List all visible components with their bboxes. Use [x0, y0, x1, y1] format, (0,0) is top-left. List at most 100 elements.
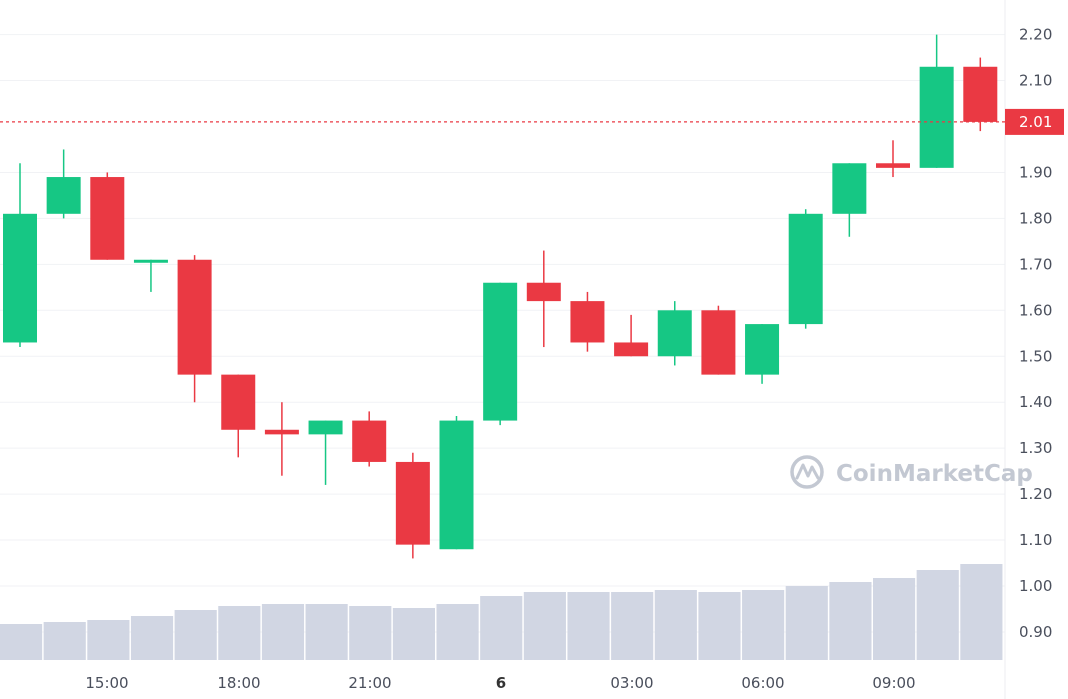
candle-body	[876, 163, 910, 168]
current-price-label: 2.01	[1019, 113, 1052, 131]
candle-body	[614, 342, 649, 357]
candle-body	[570, 301, 605, 343]
x-tick-label: 21:00	[348, 674, 391, 692]
candle-down[interactable]	[90, 172, 125, 260]
current-price-line: 2.01	[0, 108, 1064, 135]
volume-bar	[349, 606, 392, 660]
x-tick-label: 03:00	[610, 674, 653, 692]
x-tick-label: 18:00	[217, 674, 260, 692]
current-price-tag	[1005, 108, 1064, 135]
candle-up[interactable]	[483, 282, 518, 426]
volume-bar	[960, 564, 1003, 660]
y-axis: 0.90 1.00 1.10 1.20 1.30 1.40 1.50 1.60 1.70 1.80…	[1019, 26, 1052, 641]
volume-bar	[698, 592, 741, 660]
candle-body	[832, 163, 867, 214]
candle-up[interactable]	[133, 259, 168, 292]
candle-down[interactable]	[876, 140, 910, 178]
candle-up[interactable]	[919, 34, 954, 168]
candle-down[interactable]	[352, 411, 387, 467]
candle-body	[963, 66, 998, 122]
volume-bar	[261, 604, 305, 660]
volume-bar	[130, 616, 174, 660]
y-tick-label: 1.90	[1019, 163, 1052, 181]
x-tick-label: 15:00	[85, 674, 128, 692]
watermark: CoinMarketCap	[790, 455, 1033, 489]
y-tick-label: 0.90	[1019, 623, 1052, 641]
volume-bar	[87, 620, 130, 660]
candle-up[interactable]	[657, 301, 692, 366]
y-tick-label: 2.20	[1019, 26, 1052, 44]
candle-down[interactable]	[963, 57, 998, 132]
candle-up[interactable]	[832, 163, 867, 237]
volume-bar	[785, 586, 828, 660]
y-tick-label: 1.70	[1019, 255, 1052, 273]
volume-bar	[873, 578, 916, 660]
volume-bar	[523, 592, 566, 660]
candle-down[interactable]	[395, 452, 430, 559]
candle-down[interactable]	[701, 305, 736, 375]
volume-bar	[436, 604, 479, 660]
candle-down[interactable]	[177, 255, 212, 403]
candle-body	[526, 282, 561, 302]
candle-body	[439, 420, 474, 550]
candle-body	[3, 213, 37, 343]
candle-up[interactable]	[308, 420, 343, 485]
y-tick-label: 1.30	[1019, 439, 1052, 457]
candle-body	[177, 259, 212, 375]
candle-body	[90, 177, 125, 260]
candle-down[interactable]	[526, 250, 561, 348]
candle-up[interactable]	[46, 149, 81, 219]
volume-bar	[829, 582, 872, 660]
y-tick-label: 1.00	[1019, 577, 1052, 595]
candle-up[interactable]	[745, 324, 780, 384]
candle-down[interactable]	[221, 374, 256, 458]
volume-bar	[654, 590, 697, 660]
volume-bar	[916, 570, 959, 660]
candle-body	[788, 213, 823, 325]
candle-body	[919, 66, 954, 168]
candle-up[interactable]	[3, 163, 37, 348]
y-tick-label: 1.20	[1019, 485, 1052, 503]
volume-bars	[0, 564, 1003, 660]
candle-body	[46, 177, 81, 214]
candle-body	[483, 282, 518, 421]
y-tick-label: 2.10	[1019, 72, 1052, 90]
candle-up[interactable]	[788, 209, 823, 329]
y-tick-label: 1.10	[1019, 531, 1052, 549]
y-tick-label: 1.40	[1019, 393, 1052, 411]
y-tick-label: 1.60	[1019, 301, 1052, 319]
candle-body	[395, 461, 430, 545]
x-axis: 15:00 18:00 21:00 6 03:00 06:00 09:00	[85, 674, 915, 692]
candle-body	[657, 310, 692, 357]
candle-up[interactable]	[439, 415, 474, 550]
y-tick-label: 1.80	[1019, 209, 1052, 227]
candle-body	[701, 310, 736, 375]
volume-bar	[392, 608, 435, 660]
candle-down[interactable]	[264, 402, 299, 476]
candle-body	[745, 324, 780, 375]
candle-down[interactable]	[570, 291, 605, 352]
candle-down[interactable]	[614, 314, 649, 357]
volume-bar	[0, 624, 43, 660]
volume-bar	[611, 592, 654, 660]
candle-body	[308, 420, 343, 435]
volume-bar	[218, 606, 261, 660]
y-tick-label: 1.50	[1019, 347, 1052, 365]
candle-body	[352, 420, 387, 462]
candle-body	[133, 259, 168, 263]
watermark-text: CoinMarketCap	[836, 461, 1033, 487]
volume-bar	[567, 592, 610, 660]
volume-bar	[742, 590, 785, 660]
candle-body	[221, 374, 256, 430]
volume-bar	[305, 604, 348, 660]
candles	[3, 34, 998, 559]
volume-bar	[480, 596, 523, 660]
coinmarketcap-logo-icon	[790, 455, 824, 489]
volume-bar	[43, 622, 86, 660]
candle-body	[264, 429, 299, 435]
x-tick-label: 09:00	[872, 674, 915, 692]
x-tick-label: 6	[496, 674, 506, 692]
x-tick-label: 06:00	[741, 674, 784, 692]
